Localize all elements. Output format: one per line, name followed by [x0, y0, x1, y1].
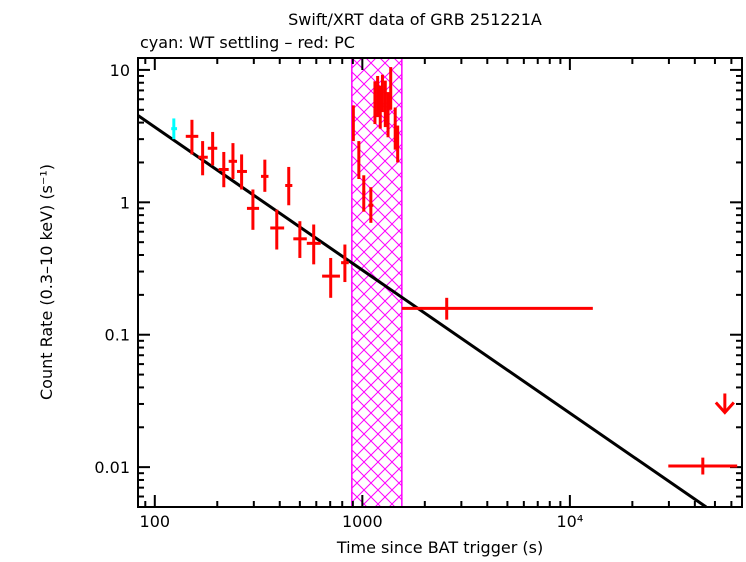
y-tick-label: 1	[120, 193, 130, 212]
y-tick-label: 0.1	[105, 326, 130, 345]
data-point	[207, 131, 218, 166]
upper-limit-arrow	[714, 393, 735, 415]
arrow-head-icon	[714, 401, 735, 415]
data-point	[362, 175, 366, 212]
x-tick-label: 100	[140, 512, 171, 531]
y-axis-label: Count Rate (0.3–10 keV) (s⁻¹)	[37, 164, 56, 400]
data-point	[393, 107, 397, 150]
data-point	[380, 74, 384, 113]
data-point	[293, 221, 307, 258]
data-point	[285, 166, 293, 206]
data-point	[373, 81, 377, 125]
chart-subtitle: cyan: WT settling – red: PC	[140, 33, 355, 52]
data-point	[228, 143, 238, 179]
data-point	[261, 159, 269, 192]
data-point	[322, 257, 340, 298]
x-tick-label: 1000	[342, 512, 383, 531]
data-point	[389, 67, 393, 110]
shaded-time-band	[351, 57, 403, 508]
data-point	[185, 119, 199, 155]
data-point	[376, 75, 380, 118]
chart-title: Swift/XRT data of GRB 251221A	[288, 10, 542, 29]
data-point	[306, 224, 321, 265]
data-point	[351, 105, 355, 142]
data-point	[341, 244, 349, 283]
y-tick-label: 0.01	[94, 458, 130, 477]
data-point	[218, 151, 229, 188]
data-point	[368, 187, 374, 223]
data-point	[386, 92, 390, 138]
data-point	[171, 118, 178, 140]
data-point	[237, 154, 247, 190]
plot-frame	[137, 57, 743, 508]
x-axis-label: Time since BAT trigger (s)	[336, 538, 543, 557]
data-point	[668, 457, 738, 475]
data-point	[357, 141, 361, 179]
model-fit-line	[137, 114, 708, 509]
data-point	[396, 125, 400, 163]
data-point	[198, 141, 208, 176]
data-point	[270, 209, 285, 250]
data-point	[401, 297, 593, 320]
x-tick-label: 10⁴	[556, 512, 583, 531]
y-tick-label: 10	[110, 61, 130, 80]
data-point	[378, 85, 382, 129]
data-point	[383, 80, 387, 128]
data-point	[246, 189, 260, 230]
